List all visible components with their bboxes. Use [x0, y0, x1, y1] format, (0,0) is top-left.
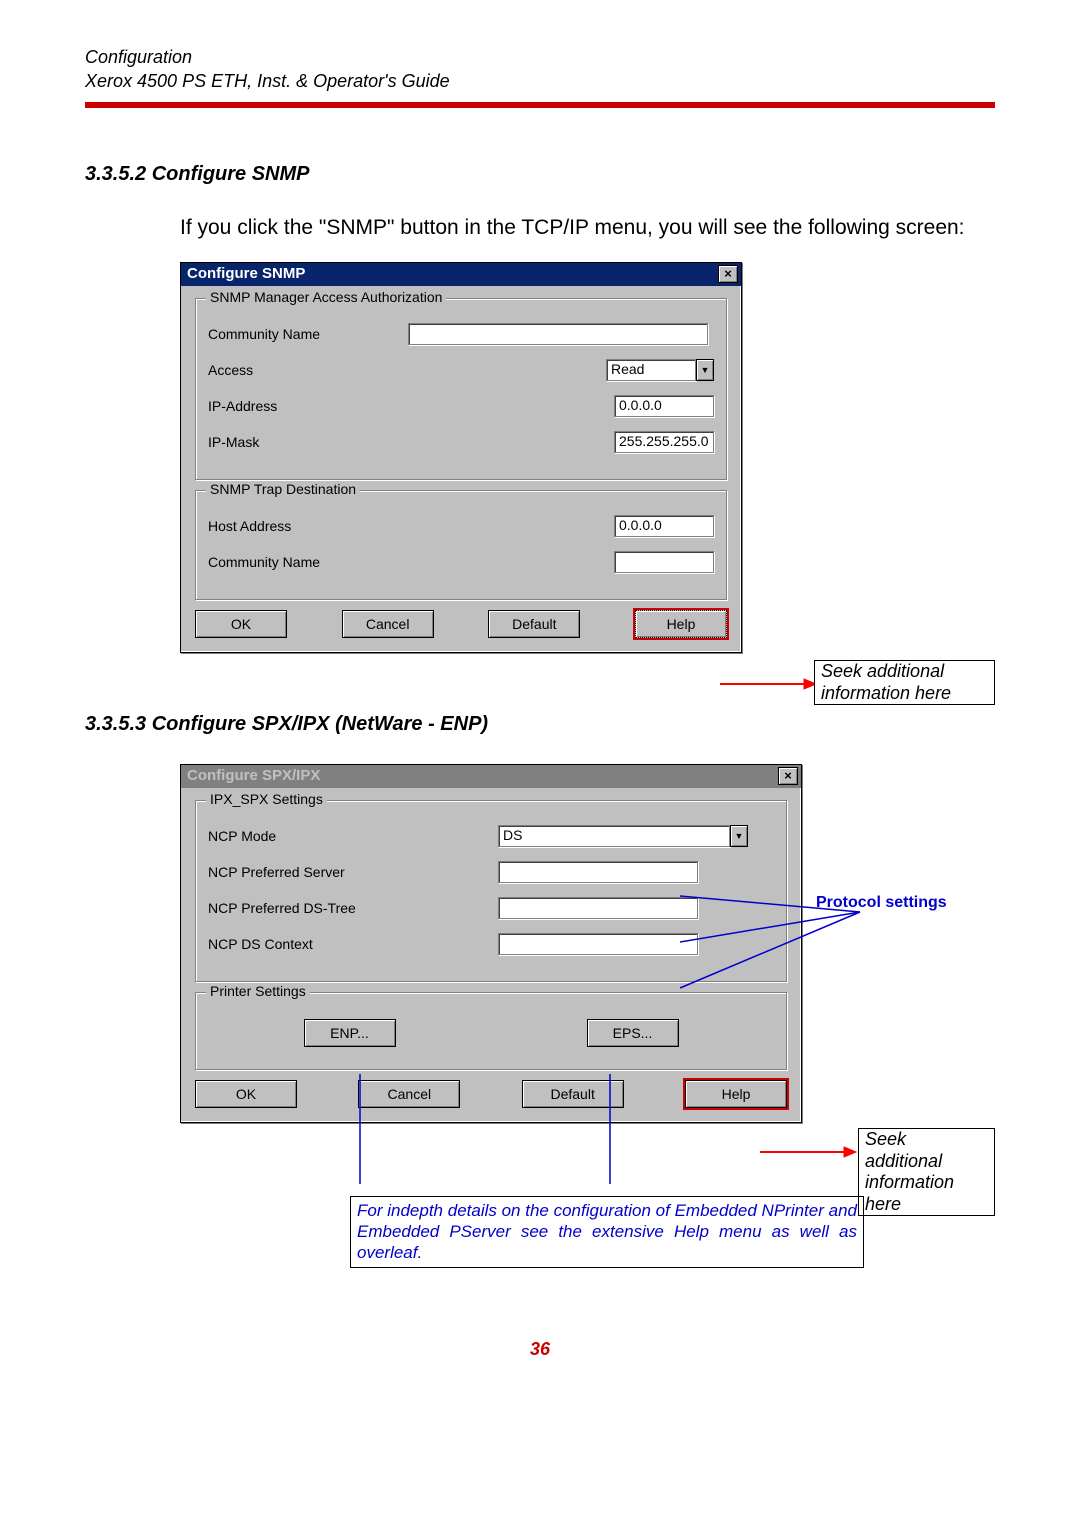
footnote-box: For indepth details on the configuration… [350, 1196, 864, 1268]
header-line1: Configuration [85, 45, 995, 69]
trap-legend: SNMP Trap Destination [206, 481, 360, 497]
snmp-title-text: Configure SNMP [187, 265, 305, 282]
mode-dropdown[interactable]: DS ▼ [498, 825, 748, 847]
ok-button[interactable]: OK [195, 1080, 297, 1108]
access-value: Read [606, 359, 696, 381]
snmp-dialog-area: Configure SNMP × SNMP Manager Access Aut… [180, 262, 995, 653]
mask-input[interactable]: 255.255.255.0 [614, 431, 714, 453]
ok-button[interactable]: OK [195, 610, 287, 638]
page-number: 36 [85, 1339, 995, 1360]
protocol-arrows [680, 882, 900, 1002]
snmp-window: Configure SNMP × SNMP Manager Access Aut… [180, 262, 742, 653]
mode-label: NCP Mode [208, 828, 438, 844]
printer-legend: Printer Settings [206, 983, 310, 999]
snmp-group-auth: SNMP Manager Access Authorization Commun… [195, 298, 727, 480]
arrow-icon [760, 1142, 860, 1162]
section1-intro: If you click the "SNMP" button in the TC… [180, 214, 995, 242]
community-label: Community Name [208, 326, 408, 342]
pref-server-input[interactable] [498, 861, 698, 883]
access-dropdown[interactable]: Read ▼ [606, 359, 714, 381]
close-icon[interactable]: × [718, 265, 738, 283]
auth-legend: SNMP Manager Access Authorization [206, 289, 446, 305]
ip-input[interactable]: 0.0.0.0 [614, 395, 714, 417]
eps-button[interactable]: EPS... [587, 1019, 679, 1047]
pref-server-label: NCP Preferred Server [208, 864, 498, 880]
enp-eps-lines [330, 1074, 680, 1194]
chevron-down-icon[interactable]: ▼ [696, 359, 714, 381]
chevron-down-icon[interactable]: ▼ [730, 825, 748, 847]
spx-title-text: Configure SPX/IPX [187, 767, 320, 784]
section-title-snmp: 3.3.5.2 Configure SNMP [85, 163, 995, 186]
community-input[interactable] [408, 323, 708, 345]
snmp-titlebar: Configure SNMP × [181, 263, 741, 286]
spx-titlebar: Configure SPX/IPX × [181, 765, 801, 788]
snmp-group-trap: SNMP Trap Destination Host Address 0.0.0… [195, 490, 727, 600]
close-icon[interactable]: × [778, 767, 798, 785]
mask-label: IP-Mask [208, 434, 408, 450]
access-label: Access [208, 362, 408, 378]
pref-tree-input[interactable] [498, 897, 698, 919]
ip-label: IP-Address [208, 398, 408, 414]
ds-context-label: NCP DS Context [208, 936, 498, 952]
cancel-button[interactable]: Cancel [342, 610, 434, 638]
trap-community-input[interactable] [614, 551, 714, 573]
arrow-icon [720, 674, 820, 694]
pref-tree-label: NCP Preferred DS-Tree [208, 900, 498, 916]
ds-context-input[interactable] [498, 933, 698, 955]
header-line2: Xerox 4500 PS ETH, Inst. & Operator's Gu… [85, 69, 995, 93]
enp-button[interactable]: ENP... [304, 1019, 396, 1047]
section-title-spx: 3.3.5.3 Configure SPX/IPX (NetWare - ENP… [85, 713, 995, 736]
header-rule [85, 102, 995, 108]
default-button[interactable]: Default [488, 610, 580, 638]
help-button[interactable]: Help [685, 1080, 787, 1108]
spx-callout: Seek additional information here [858, 1128, 995, 1216]
spx-dialog-area: Configure SPX/IPX × IPX_SPX Settings NCP… [180, 764, 995, 1123]
host-input[interactable]: 0.0.0.0 [614, 515, 714, 537]
help-button[interactable]: Help [635, 610, 727, 638]
trap-community-label: Community Name [208, 554, 408, 570]
snmp-callout: Seek additional information here [814, 660, 995, 705]
spx-group-printer: Printer Settings ENP... EPS... [195, 992, 787, 1070]
mode-value: DS [498, 825, 730, 847]
host-label: Host Address [208, 518, 408, 534]
ipx-legend: IPX_SPX Settings [206, 791, 327, 807]
